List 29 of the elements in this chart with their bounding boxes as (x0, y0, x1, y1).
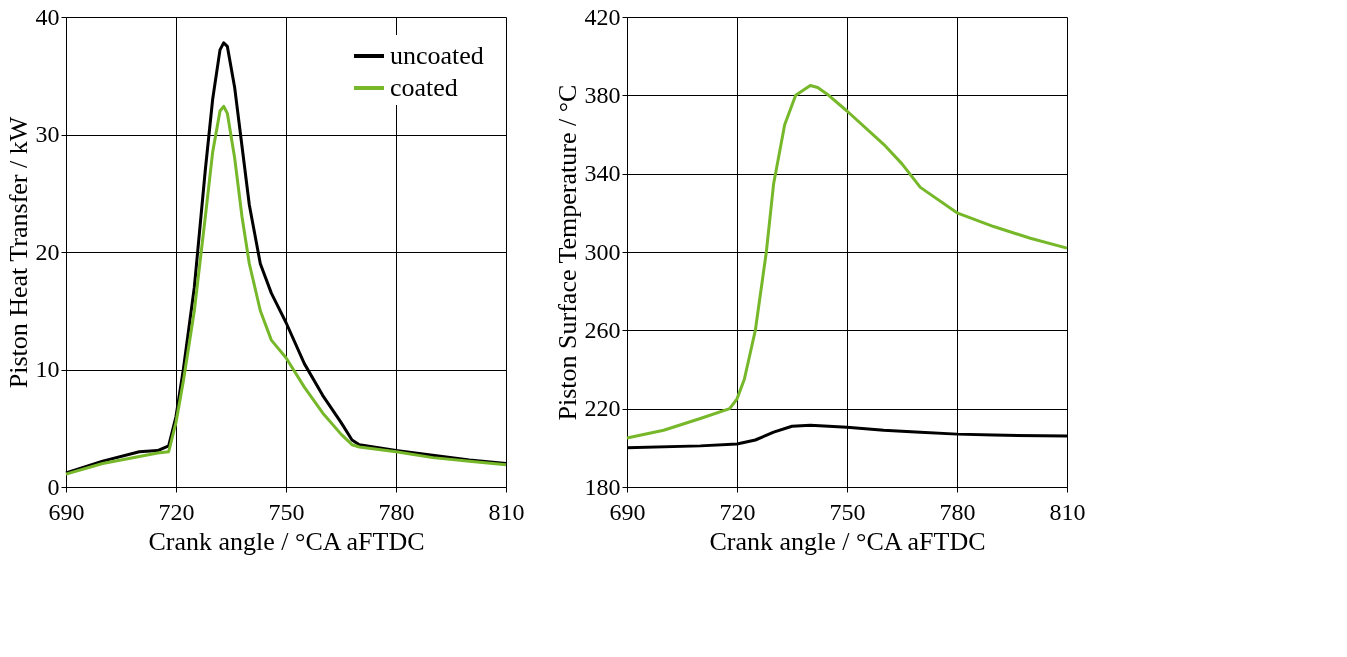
y-tick-label: 180 (584, 473, 621, 500)
y-tick-label: 420 (584, 3, 621, 30)
y-tick-label: 340 (584, 160, 621, 187)
y-tick-label: 20 (35, 238, 60, 265)
y-tick-label: 300 (584, 238, 621, 265)
y-axis-title: Piston Surface Temperature / °C (552, 84, 582, 421)
x-tick-label: 690 (609, 498, 646, 525)
x-tick-label: 810 (1049, 498, 1086, 525)
y-tick-label: 220 (584, 395, 621, 422)
y-tick-label: 380 (584, 81, 621, 108)
x-tick-label: 780 (378, 498, 415, 525)
legend-label: coated (390, 73, 458, 102)
y-tick-label: 40 (35, 3, 60, 30)
y-tick-label: 10 (35, 356, 60, 382)
x-axis-title: Crank angle / °CA aFTDC (148, 526, 425, 556)
legend-label: uncoated (390, 41, 484, 70)
y-tick-label: 30 (35, 121, 60, 147)
line-series (625, 84, 1069, 440)
x-tick-label: 720 (158, 498, 195, 525)
y-axis-title: Piston Heat Transfer / kW (3, 116, 33, 389)
x-tick-label: 780 (939, 498, 976, 525)
x-tick-label: 810 (488, 498, 525, 525)
x-axis-title: Crank angle / °CA aFTDC (709, 526, 986, 556)
x-tick-label: 750 (268, 498, 305, 525)
x-tick-label: 720 (719, 498, 756, 525)
y-tick-label: 260 (584, 316, 621, 343)
x-tick-label: 750 (829, 498, 866, 525)
x-tick-label: 690 (48, 498, 85, 525)
y-tick-label: 0 (47, 473, 60, 500)
